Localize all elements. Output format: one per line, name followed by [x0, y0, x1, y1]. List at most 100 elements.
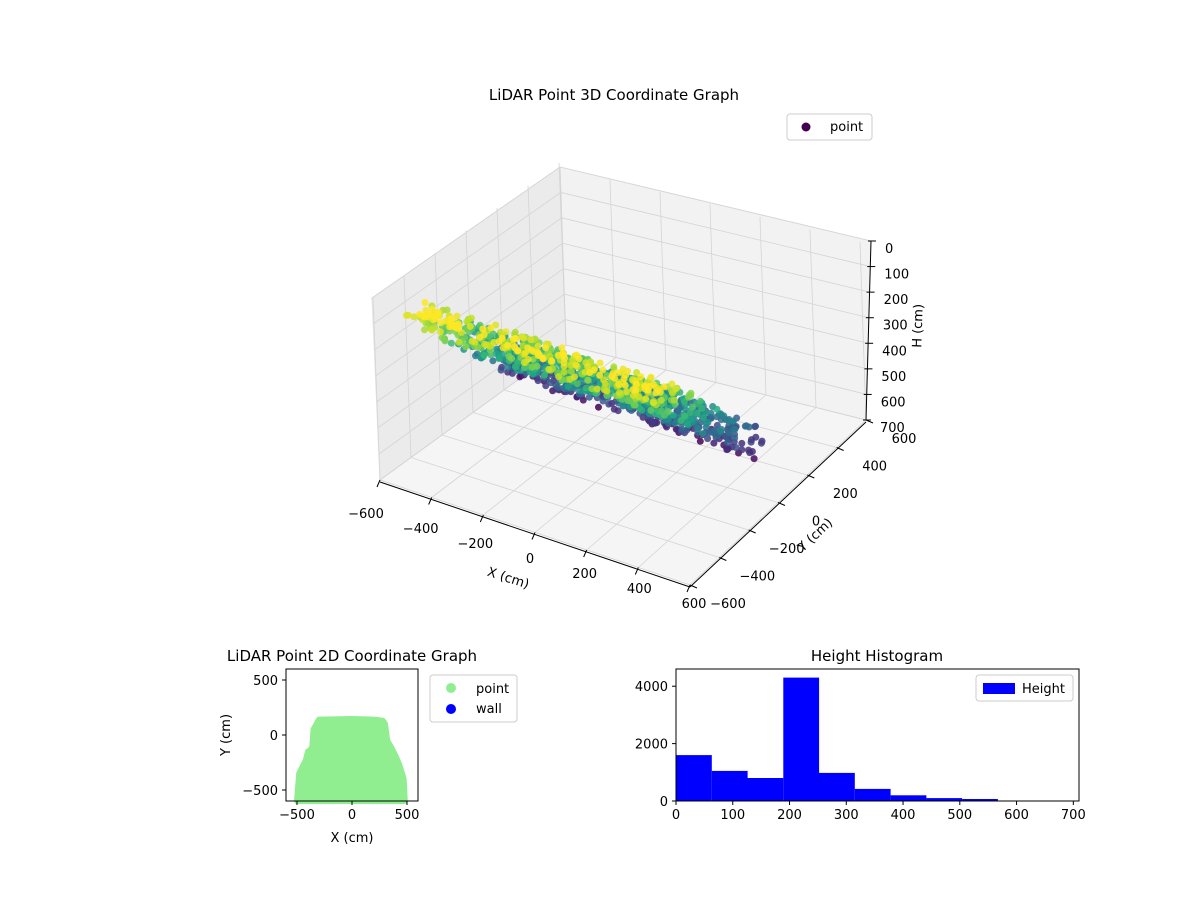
point-3d — [504, 341, 511, 349]
point-3d — [421, 326, 428, 334]
point-3d — [603, 387, 611, 395]
point-3d — [547, 379, 555, 387]
point-3d — [489, 357, 497, 365]
x-tick-label-2d: −500 — [279, 808, 315, 823]
point-3d — [647, 373, 655, 381]
x-tick-label-3d: −200 — [457, 537, 493, 552]
y-tick-3d — [719, 557, 727, 561]
point-3d — [534, 342, 542, 350]
point-3d — [751, 423, 759, 431]
point-3d — [699, 430, 707, 438]
point-3d — [437, 319, 445, 327]
point-3d — [642, 395, 650, 403]
point-3d — [750, 455, 758, 463]
point-3d — [596, 371, 604, 379]
point-3d — [725, 417, 733, 425]
histogram-bar — [819, 772, 855, 801]
histogram-bar — [926, 798, 963, 801]
point-3d — [599, 366, 607, 374]
legend-3d: point — [786, 113, 873, 141]
point-3d — [723, 444, 730, 452]
point-3d — [586, 369, 594, 376]
point-3d — [672, 385, 680, 393]
grid-line-y-vertical — [434, 252, 443, 436]
point-3d — [696, 397, 704, 405]
point-3d — [615, 380, 623, 388]
z-axis-label-3d: H (cm) — [910, 304, 927, 348]
point-3d — [704, 419, 712, 426]
point-3d — [621, 381, 629, 389]
x-tick-label-3d: 200 — [572, 567, 597, 582]
x-axis-label-3d: X (cm) — [485, 565, 531, 593]
point-3d — [593, 385, 601, 393]
point-3d — [670, 396, 678, 404]
legend-3d-label: point — [830, 120, 863, 135]
point-3d — [564, 382, 572, 390]
point-3d — [404, 311, 412, 319]
grid-line-z — [379, 344, 867, 481]
z-tick-label-3d: 100 — [884, 268, 909, 283]
point-3d — [668, 380, 676, 388]
chart-2d: LiDAR Point 2D Coordinate Graph −500−500… — [219, 647, 518, 846]
grid-line-x-vertical — [759, 216, 767, 396]
x-tick-label-histogram: 400 — [891, 808, 916, 823]
y-tick-label-3d: −400 — [739, 570, 775, 585]
chart-2d-title: LiDAR Point 2D Coordinate Graph — [227, 647, 477, 665]
point-3d — [428, 305, 436, 313]
point-3d — [582, 384, 590, 392]
point-3d — [560, 359, 568, 367]
y-tick-label-3d: 0 — [812, 515, 820, 530]
point-3d — [669, 411, 677, 419]
point-3d — [520, 359, 528, 366]
y-tick-label-histogram: 4000 — [635, 680, 668, 695]
chart-3d-title: LiDAR Point 3D Coordinate Graph — [489, 86, 739, 104]
legend-histogram: Height — [975, 674, 1074, 702]
point-3d — [595, 403, 602, 411]
point-3d — [447, 339, 455, 347]
point-3d — [508, 354, 516, 362]
y-tick-label-2d: 500 — [253, 674, 278, 689]
point-3d — [671, 419, 679, 427]
point-3d — [696, 437, 704, 445]
point-3d — [428, 326, 436, 334]
x-tick-label-3d: 400 — [627, 582, 652, 597]
grid-line-z — [372, 191, 871, 325]
point-3d — [731, 425, 739, 433]
point-3d — [555, 373, 563, 381]
point-3d — [713, 405, 721, 413]
histogram-bar — [962, 799, 998, 801]
histogram-bar — [711, 770, 748, 801]
point-3d — [554, 383, 562, 391]
point-3d — [528, 346, 536, 354]
point-3d — [438, 334, 446, 342]
grid-line-y-vertical — [403, 275, 412, 458]
point-3d — [644, 386, 652, 394]
point-3d — [504, 363, 512, 371]
x-tick-label-2d: 0 — [348, 808, 356, 823]
point-3d — [619, 402, 627, 410]
point-3d — [545, 365, 553, 373]
legend-2d-label-point: point — [476, 682, 509, 697]
histogram-bar — [676, 755, 712, 801]
y-tick-label-3d: 600 — [892, 432, 917, 447]
point-3d — [731, 434, 739, 442]
z-tick-label-3d: 400 — [882, 344, 907, 359]
point-3d — [657, 396, 665, 404]
point-3d — [757, 439, 765, 447]
histogram-bar — [854, 788, 891, 801]
z-tick-label-3d: 600 — [881, 395, 906, 410]
legend-2d-marker-point — [446, 683, 456, 693]
point-3d — [689, 403, 697, 411]
y-tick-label-2d: 0 — [270, 729, 278, 744]
point-3d — [584, 363, 592, 371]
legend-3d-marker — [801, 122, 811, 132]
z-tick-label-3d: 200 — [884, 293, 909, 308]
x-tick-3d — [583, 549, 588, 558]
point-3d — [573, 380, 581, 388]
y-tick-label-3d: 400 — [862, 460, 887, 475]
point-3d — [699, 414, 707, 422]
legend-histogram-swatch — [983, 683, 1015, 694]
x-tick-label-2d: 500 — [395, 808, 420, 823]
point-3d — [431, 315, 439, 323]
